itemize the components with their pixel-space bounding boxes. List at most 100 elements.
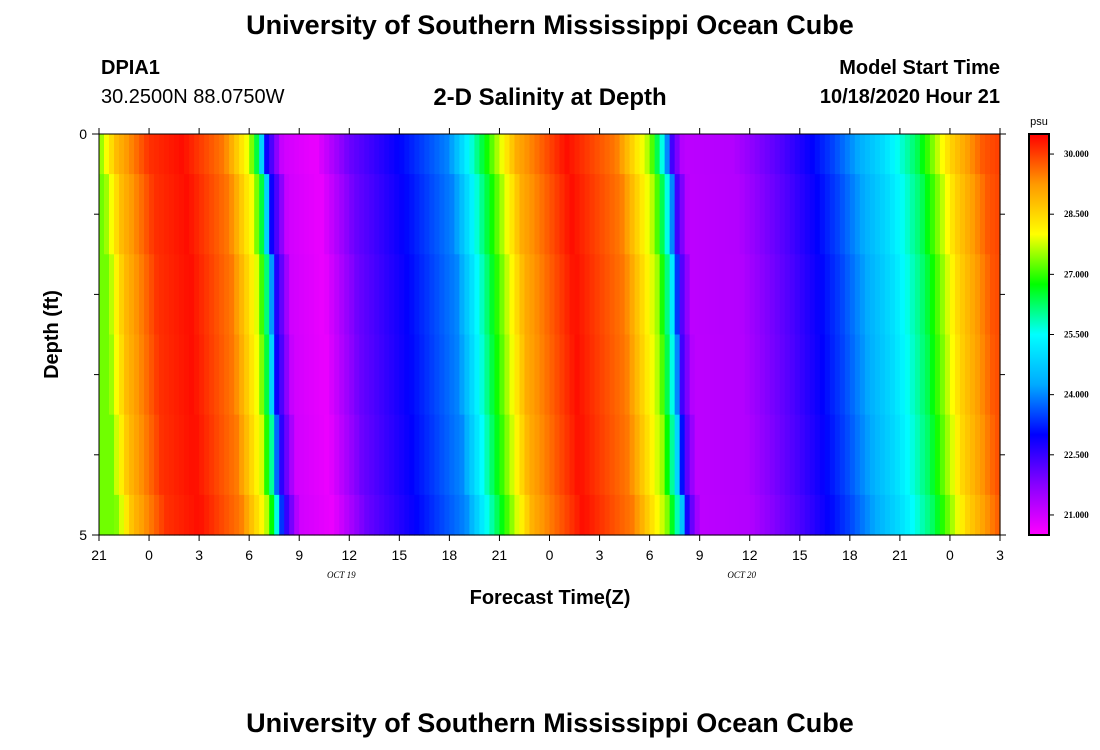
heatmap-cell xyxy=(414,174,420,255)
heatmap-cell xyxy=(819,174,826,255)
heatmap-cell xyxy=(869,174,876,255)
heatmap-cell xyxy=(889,174,896,255)
heatmap-cell xyxy=(724,174,731,255)
heatmap-cell xyxy=(814,174,821,255)
heatmap-cell xyxy=(959,174,966,255)
heatmap-cell xyxy=(564,254,571,336)
heatmap-cell xyxy=(289,494,295,536)
heatmap-cell xyxy=(369,254,375,336)
heatmap-cell xyxy=(449,174,455,255)
heatmap-cell xyxy=(269,174,275,255)
heatmap-cell xyxy=(984,174,991,255)
heatmap-cell xyxy=(229,254,235,336)
heatmap-cell xyxy=(509,414,516,496)
heatmap-cell xyxy=(514,414,521,496)
heatmap-cell xyxy=(674,134,681,175)
heatmap-cell xyxy=(194,174,200,255)
heatmap-cell xyxy=(944,254,951,336)
heatmap-cell xyxy=(294,134,300,175)
heatmap-cell xyxy=(954,174,961,255)
heatmap-cell xyxy=(409,174,415,255)
heatmap-cell xyxy=(939,174,946,255)
heatmap-cell xyxy=(619,414,626,496)
heatmap-cell xyxy=(614,254,621,336)
heatmap-cell xyxy=(799,134,806,175)
heatmap-cell xyxy=(269,254,275,336)
heatmap-cell xyxy=(319,414,325,496)
heatmap-cell xyxy=(289,254,295,336)
heatmap-cell xyxy=(659,334,666,416)
heatmap-cell xyxy=(284,254,290,336)
heatmap-cell xyxy=(874,254,881,336)
heatmap-cell xyxy=(939,334,946,416)
heatmap-cell xyxy=(414,414,420,496)
heatmap-cell xyxy=(904,254,911,336)
heatmap-cell xyxy=(219,254,225,336)
heatmap-cell xyxy=(259,134,265,175)
heatmap-cell xyxy=(324,174,330,255)
heatmap-cell xyxy=(809,134,816,175)
heatmap-cell xyxy=(219,134,225,175)
heatmap-cell xyxy=(209,334,215,416)
heatmap-cell xyxy=(774,174,781,255)
heatmap-cell xyxy=(464,334,471,416)
heatmap-cell xyxy=(399,494,405,536)
heatmap-cell xyxy=(884,494,891,536)
heatmap-cell xyxy=(764,494,771,536)
heatmap-cell xyxy=(379,334,385,416)
x-tick-label: 21 xyxy=(892,547,908,563)
heatmap-cell xyxy=(144,414,150,496)
heatmap-cell xyxy=(324,134,330,175)
heatmap-cell xyxy=(694,334,701,416)
heatmap-cell xyxy=(844,134,851,175)
heatmap-cell xyxy=(129,414,135,496)
heatmap-cell xyxy=(159,134,165,175)
heatmap-cell xyxy=(359,494,365,536)
heatmap-cell xyxy=(669,254,676,336)
heatmap-cell xyxy=(829,134,836,175)
x-tick-label: 12 xyxy=(742,547,758,563)
heatmap-cell xyxy=(574,414,581,496)
heatmap-cell xyxy=(554,414,561,496)
heatmap-cell xyxy=(794,334,801,416)
heatmap-cell xyxy=(809,414,816,496)
heatmap-cell xyxy=(339,174,345,255)
heatmap-cell xyxy=(429,414,435,496)
heatmap-cell xyxy=(429,334,435,416)
heatmap-cell xyxy=(439,334,445,416)
heatmap-cell xyxy=(899,414,906,496)
heatmap-cell xyxy=(519,174,526,255)
heatmap-cell xyxy=(224,334,230,416)
heatmap-cell xyxy=(429,254,435,336)
heatmap-cell xyxy=(969,414,976,496)
heatmap-cell xyxy=(684,174,691,255)
heatmap-cell xyxy=(969,254,976,336)
heatmap-cell xyxy=(164,414,170,496)
heatmap-cell xyxy=(879,414,886,496)
heatmap-cell xyxy=(639,494,646,536)
heatmap-cell xyxy=(534,134,541,175)
heatmap-cell xyxy=(614,334,621,416)
heatmap-cell xyxy=(359,254,365,336)
heatmap-cell xyxy=(739,334,746,416)
heatmap-cell xyxy=(389,414,395,496)
heatmap-cell xyxy=(169,334,175,416)
heatmap-cell xyxy=(434,334,440,416)
heatmap-cell xyxy=(524,414,531,496)
heatmap-cell xyxy=(549,174,556,255)
heatmap-cell xyxy=(354,494,360,536)
heatmap-cell xyxy=(414,334,420,416)
x-tick-label: 21 xyxy=(492,547,508,563)
heatmap-cell xyxy=(339,414,345,496)
x-tick-label: 15 xyxy=(792,547,808,563)
heatmap-cell xyxy=(364,414,370,496)
heatmap-cell xyxy=(724,414,731,496)
heatmap-cell xyxy=(819,414,826,496)
heatmap-cell xyxy=(834,134,841,175)
heatmap-cell xyxy=(174,414,180,496)
heatmap-cell xyxy=(504,414,511,496)
heatmap-cell xyxy=(709,334,716,416)
heatmap-cell xyxy=(759,134,766,175)
heatmap-cell xyxy=(809,334,816,416)
heatmap-cell xyxy=(794,494,801,536)
